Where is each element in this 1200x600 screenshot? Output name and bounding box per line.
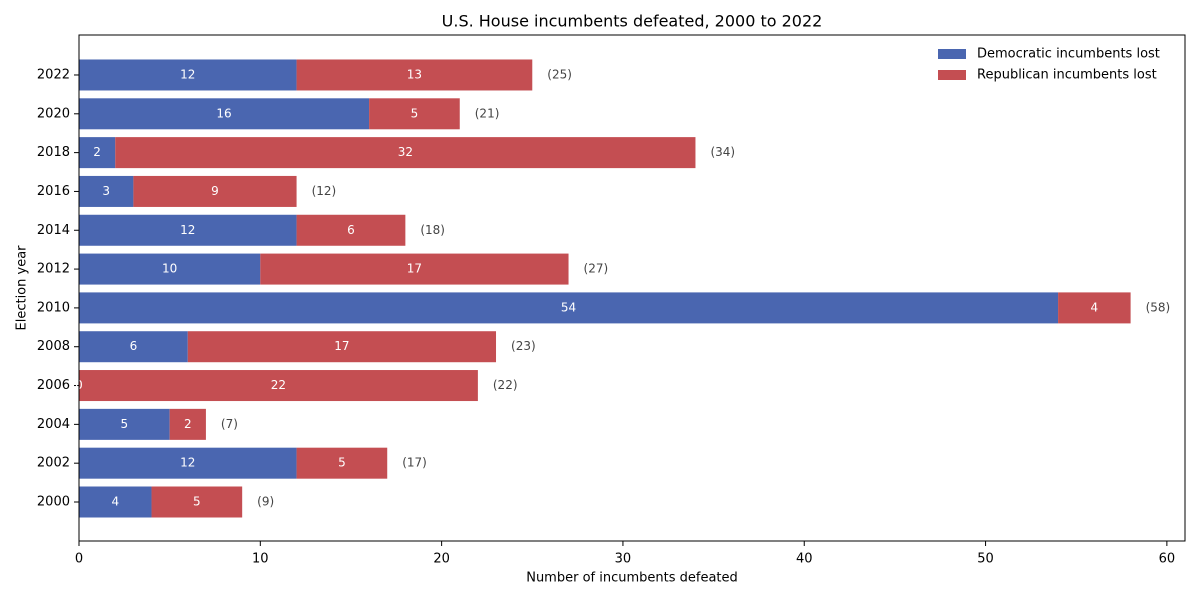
value-label: 4 — [1091, 300, 1099, 314]
value-label: 5 — [121, 417, 129, 431]
y-tick-label: 2016 — [37, 184, 70, 199]
y-tick-label: 2004 — [37, 417, 70, 432]
total-label: (21) — [475, 106, 500, 120]
value-label: 17 — [334, 339, 349, 353]
bar — [296, 59, 533, 91]
bar — [79, 370, 478, 402]
bar — [369, 98, 460, 130]
total-label: (23) — [511, 339, 536, 353]
value-label: 3 — [102, 184, 110, 198]
bar — [79, 175, 134, 207]
bar — [79, 447, 297, 479]
bar — [79, 59, 297, 91]
bar — [79, 98, 370, 130]
bar — [79, 214, 297, 246]
total-label: (58) — [1146, 300, 1171, 314]
bar — [79, 253, 261, 285]
bar — [151, 486, 243, 518]
bar — [79, 408, 170, 440]
total-label: (22) — [493, 378, 518, 392]
bar — [79, 486, 152, 518]
value-label: 6 — [130, 339, 138, 353]
value-label: 22 — [271, 378, 286, 392]
y-tick-label: 2002 — [37, 456, 70, 471]
value-label: 5 — [411, 106, 419, 120]
value-label: 13 — [407, 67, 422, 81]
value-label: 16 — [216, 106, 231, 120]
value-label: 12 — [180, 456, 195, 470]
x-tick-label: 10 — [252, 552, 269, 567]
x-tick-label: 20 — [433, 552, 450, 567]
value-label: 5 — [338, 456, 346, 470]
total-label: (27) — [584, 262, 609, 276]
bar — [79, 331, 188, 363]
total-label: (17) — [402, 456, 427, 470]
value-label: 2 — [93, 145, 101, 159]
value-label: 2 — [184, 417, 192, 431]
total-label: (9) — [257, 495, 274, 509]
y-tick-label: 2006 — [37, 378, 70, 393]
y-tick-label: 2012 — [37, 262, 70, 277]
x-tick-label: 40 — [796, 552, 813, 567]
value-label: 32 — [398, 145, 413, 159]
y-axis-label: Election year — [15, 245, 30, 331]
y-tick-label: 2008 — [37, 339, 70, 354]
y-tick-label: 2010 — [37, 300, 70, 315]
bar — [187, 331, 497, 363]
bar — [115, 137, 696, 169]
bar — [260, 253, 569, 285]
bar — [296, 447, 388, 479]
value-label: 54 — [561, 300, 576, 314]
y-tick-label: 2014 — [37, 223, 70, 238]
x-tick-label: 50 — [977, 552, 994, 567]
plot-frame — [78, 34, 1186, 542]
x-tick-label: 60 — [1159, 552, 1176, 567]
chart-title: U.S. House incumbents defeated, 2000 to … — [442, 12, 823, 31]
x-tick-label: 30 — [615, 552, 632, 567]
value-label: 5 — [193, 495, 201, 509]
y-tick-label: 2020 — [37, 106, 70, 121]
legend-label: Republican incumbents lost — [977, 68, 1157, 83]
value-label: 17 — [407, 262, 422, 276]
total-label: (7) — [221, 417, 238, 431]
legend-swatch — [938, 70, 966, 80]
value-label: 6 — [347, 223, 355, 237]
bar — [296, 214, 406, 246]
value-label: 12 — [180, 67, 195, 81]
bar — [169, 408, 206, 440]
value-label: 9 — [211, 184, 219, 198]
total-label: (34) — [710, 145, 735, 159]
value-label: 4 — [111, 495, 119, 509]
legend-label: Democratic incumbents lost — [977, 47, 1160, 62]
y-tick-label: 2000 — [37, 495, 70, 510]
y-tick-label: 2022 — [37, 67, 70, 82]
value-label: 10 — [162, 262, 177, 276]
y-tick-label: 2018 — [37, 145, 70, 160]
value-label: 12 — [180, 223, 195, 237]
bar — [1058, 292, 1131, 324]
bar — [133, 175, 297, 207]
x-axis-label: Number of incumbents defeated — [526, 571, 738, 586]
total-label: (12) — [312, 184, 337, 198]
bar — [79, 137, 116, 169]
total-label: (25) — [547, 67, 572, 81]
total-label: (18) — [420, 223, 445, 237]
bar — [79, 292, 1059, 324]
x-tick-label: 0 — [75, 552, 83, 567]
legend-swatch — [938, 49, 966, 59]
